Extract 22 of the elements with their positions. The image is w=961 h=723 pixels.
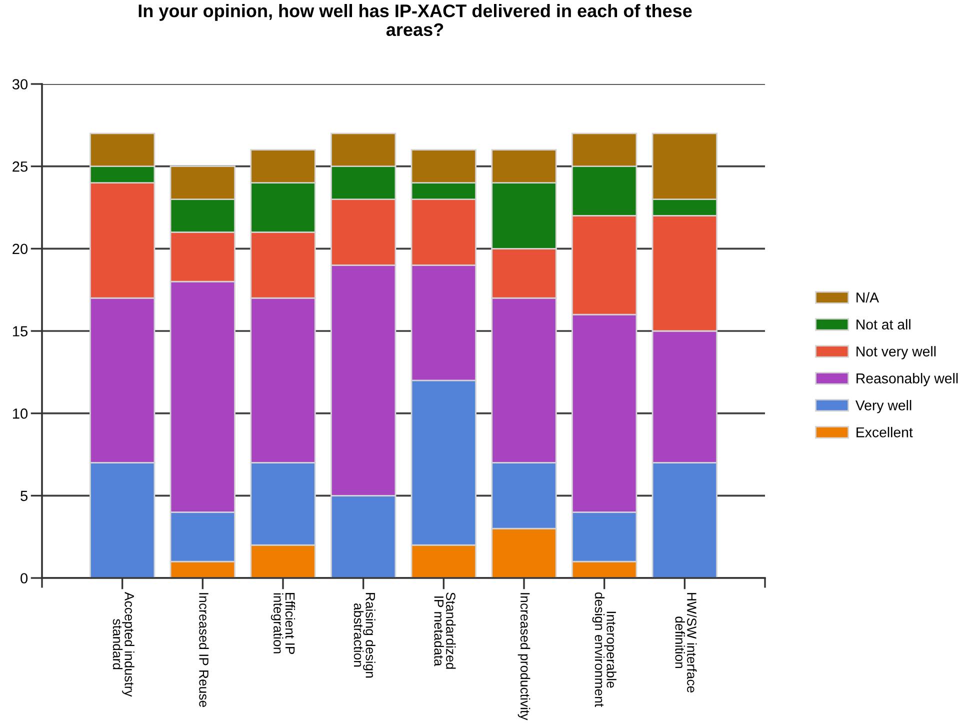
legend-label: Not very well	[856, 346, 936, 360]
legend-label: Not at all	[856, 319, 910, 330]
x-tick-label: Accepted industry standard	[112, 592, 134, 697]
y-tick-label: 20	[12, 244, 28, 254]
x-tick-label: Increased IP Reuse	[199, 593, 209, 707]
y-tick-label: 30	[12, 79, 28, 90]
y-tick-label: 10	[13, 408, 28, 419]
y-tick-label: 25	[12, 161, 28, 172]
x-tick-label: Raising design abstraction	[354, 592, 376, 678]
x-tick-label: Efficient IP integration	[270, 592, 296, 654]
legend-label: Excellent	[856, 426, 913, 438]
y-tick-label: 15	[13, 326, 28, 336]
y-tick-label: 5	[20, 490, 28, 502]
legend-label: Reasonably well	[856, 373, 958, 386]
y-tick-label: 0	[20, 573, 28, 584]
x-tick-label: HW/SW interface definition	[675, 592, 697, 692]
chart-title: In your opinion, how well has IP-XACT delivered in each of these areas?	[138, 4, 692, 36]
x-tick-label: Standardized IP metadata	[434, 592, 456, 669]
x-tick-label: Increased productivity	[518, 593, 530, 720]
legend-label: N/A	[856, 292, 880, 303]
legend-label: Very well	[855, 400, 912, 414]
x-tick-label: Interoperable design environment	[592, 592, 616, 707]
